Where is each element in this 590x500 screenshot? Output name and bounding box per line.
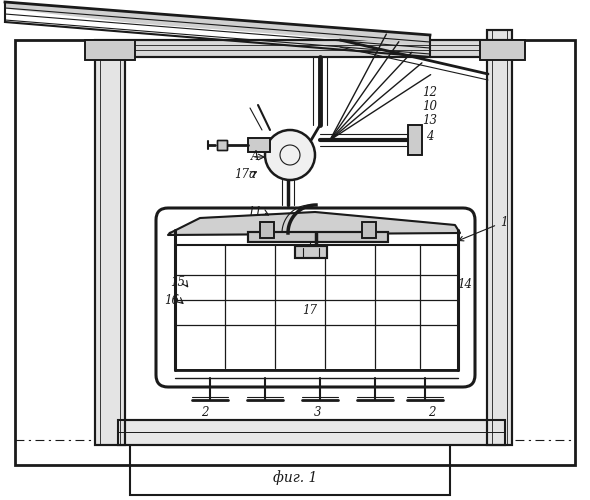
Bar — [487, 30, 512, 445]
Bar — [217, 140, 227, 150]
Circle shape — [265, 130, 315, 180]
Bar — [362, 222, 376, 238]
Text: 12: 12 — [422, 86, 438, 98]
Bar — [487, 30, 512, 445]
Text: 3: 3 — [314, 406, 322, 420]
Bar — [95, 40, 512, 57]
Bar — [15, 40, 575, 465]
Bar — [295, 246, 327, 258]
Bar — [248, 138, 270, 152]
Bar — [295, 246, 327, 258]
Bar — [260, 222, 274, 238]
Polygon shape — [168, 212, 460, 235]
Bar — [408, 125, 422, 155]
Bar — [95, 55, 125, 445]
Bar — [362, 222, 376, 238]
Bar — [248, 232, 388, 242]
Bar — [408, 125, 422, 155]
Text: 10: 10 — [422, 100, 438, 114]
Text: 16: 16 — [165, 294, 179, 306]
Bar — [248, 138, 270, 152]
Bar — [217, 140, 227, 150]
Bar — [480, 40, 525, 60]
Bar — [118, 420, 505, 445]
Bar — [95, 40, 512, 57]
Bar — [95, 55, 125, 445]
Bar — [85, 40, 135, 60]
Text: 14: 14 — [457, 278, 473, 291]
Text: 2: 2 — [201, 406, 209, 420]
Text: фиг. 1: фиг. 1 — [273, 470, 317, 486]
Text: 4: 4 — [426, 130, 434, 142]
Text: A: A — [251, 150, 259, 164]
Text: 17a: 17a — [234, 168, 256, 181]
Text: 11: 11 — [247, 206, 263, 218]
Text: 1: 1 — [458, 216, 507, 241]
Bar — [248, 232, 388, 242]
Bar — [480, 40, 525, 60]
Text: 2: 2 — [428, 406, 436, 420]
FancyBboxPatch shape — [156, 208, 475, 387]
Polygon shape — [5, 2, 430, 45]
Text: 13: 13 — [422, 114, 438, 128]
Bar — [85, 40, 135, 60]
Text: 17: 17 — [303, 304, 317, 316]
Text: 15: 15 — [171, 276, 185, 288]
Bar — [260, 222, 274, 238]
Bar — [118, 420, 505, 445]
Bar — [130, 440, 450, 495]
